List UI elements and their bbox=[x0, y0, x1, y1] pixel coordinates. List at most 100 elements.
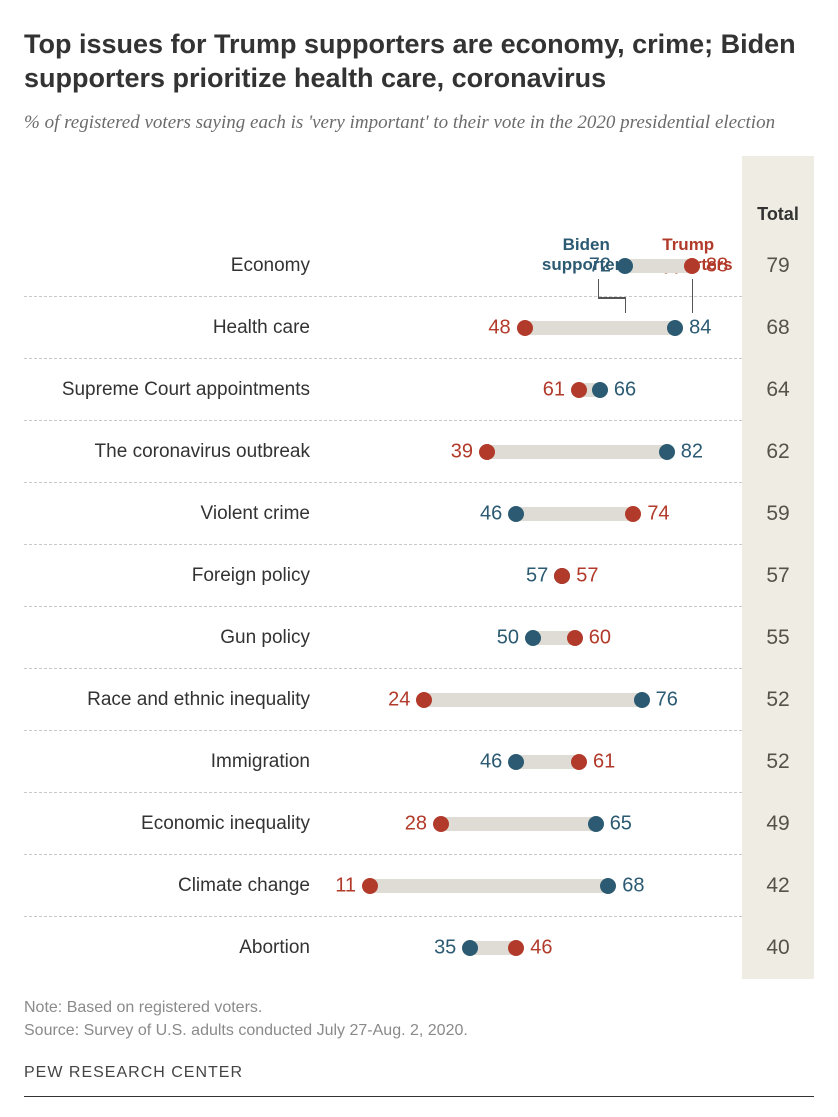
row-track bbox=[424, 693, 641, 707]
row-chart-area: 50 60 bbox=[324, 607, 742, 669]
biden-dot bbox=[659, 444, 675, 460]
row-total-value: 59 bbox=[742, 483, 814, 545]
biden-dot bbox=[588, 816, 604, 832]
row-label: The coronavirus outbreak bbox=[24, 421, 324, 483]
biden-dot bbox=[508, 754, 524, 770]
row-track bbox=[370, 879, 608, 893]
biden-dot bbox=[462, 940, 478, 956]
row-track bbox=[625, 259, 692, 273]
row-total-value: 57 bbox=[742, 545, 814, 607]
trump-dot bbox=[625, 506, 641, 522]
biden-dot bbox=[617, 258, 633, 274]
trump-value: 48 bbox=[488, 317, 510, 340]
footnotes: Note: Based on registered voters. Source… bbox=[24, 997, 814, 1042]
note-text: Note: Based on registered voters. bbox=[24, 997, 814, 1019]
row-track bbox=[487, 445, 667, 459]
row-chart-area: 84 48 bbox=[324, 297, 742, 359]
row-label: Abortion bbox=[24, 917, 324, 979]
biden-value: 57 bbox=[526, 565, 548, 588]
trump-value: 74 bbox=[647, 503, 669, 526]
row-chart-area: 57 57 bbox=[324, 545, 742, 607]
trump-dot bbox=[433, 816, 449, 832]
trump-dot bbox=[554, 568, 570, 584]
trump-dot bbox=[684, 258, 700, 274]
chart-row: Supreme Court appointments 66 61 64 bbox=[24, 359, 814, 421]
row-chart-area: 46 61 bbox=[324, 731, 742, 793]
row-total-value: 55 bbox=[742, 607, 814, 669]
biden-value: 65 bbox=[610, 813, 632, 836]
row-label: Health care bbox=[24, 297, 324, 359]
row-track bbox=[441, 817, 596, 831]
biden-value: 84 bbox=[689, 317, 711, 340]
row-label: Economic inequality bbox=[24, 793, 324, 855]
row-total-value: 64 bbox=[742, 359, 814, 421]
total-column-header: Total bbox=[742, 156, 814, 235]
brand-footer: PEW RESEARCH CENTER bbox=[24, 1064, 814, 1082]
row-chart-area: 76 24 bbox=[324, 669, 742, 731]
rows-container: Economy728879Health care844868Supreme Co… bbox=[24, 235, 814, 979]
chart-row: Immigration 46 61 52 bbox=[24, 731, 814, 793]
biden-value: 46 bbox=[480, 751, 502, 774]
biden-value: 82 bbox=[681, 441, 703, 464]
row-total-value: 68 bbox=[742, 297, 814, 359]
chart-row: Health care 84 48 68 bbox=[24, 297, 814, 359]
biden-dot bbox=[667, 320, 683, 336]
trump-value: 61 bbox=[593, 751, 615, 774]
row-chart-area: 66 61 bbox=[324, 359, 742, 421]
biden-value: 35 bbox=[434, 937, 456, 960]
biden-value: 76 bbox=[656, 689, 678, 712]
row-label: Supreme Court appointments bbox=[24, 359, 324, 421]
trump-value: 11 bbox=[335, 875, 356, 898]
trump-value: 88 bbox=[706, 255, 728, 278]
trump-value: 61 bbox=[543, 379, 565, 402]
chart-row: Gun policy 50 60 55 bbox=[24, 607, 814, 669]
row-total-value: 52 bbox=[742, 669, 814, 731]
row-label: Gun policy bbox=[24, 607, 324, 669]
trump-dot bbox=[479, 444, 495, 460]
trump-value: 28 bbox=[405, 813, 427, 836]
row-track bbox=[525, 321, 675, 335]
trump-value: 60 bbox=[589, 627, 611, 650]
biden-dot bbox=[508, 506, 524, 522]
biden-value: 68 bbox=[622, 875, 644, 898]
chart-title: Top issues for Trump supporters are econ… bbox=[24, 28, 814, 96]
chart-area: BidensupportersTrumpsupporters Total Eco… bbox=[24, 157, 814, 979]
biden-dot bbox=[634, 692, 650, 708]
row-label: Violent crime bbox=[24, 483, 324, 545]
row-label: Economy bbox=[24, 235, 324, 297]
trump-value: 57 bbox=[576, 565, 598, 588]
row-total-value: 79 bbox=[742, 235, 814, 297]
trump-value: 39 bbox=[451, 441, 473, 464]
trump-dot bbox=[517, 320, 533, 336]
row-total-value: 52 bbox=[742, 731, 814, 793]
trump-dot bbox=[416, 692, 432, 708]
row-label: Climate change bbox=[24, 855, 324, 917]
chart-row: Abortion354640 bbox=[24, 917, 814, 979]
row-label: Race and ethnic inequality bbox=[24, 669, 324, 731]
row-total-value: 62 bbox=[742, 421, 814, 483]
trump-value: 24 bbox=[388, 689, 410, 712]
chart-row: Foreign policy575757 bbox=[24, 545, 814, 607]
biden-value: 66 bbox=[614, 379, 636, 402]
chart-subtitle: % of registered voters saying each is 'v… bbox=[24, 110, 814, 136]
chart-row: The coronavirus outbreak 82 39 62 bbox=[24, 421, 814, 483]
row-chart-area: 65 28 bbox=[324, 793, 742, 855]
biden-dot bbox=[592, 382, 608, 398]
legend-row: BidensupportersTrumpsupporters Total bbox=[24, 157, 814, 235]
source-text: Source: Survey of U.S. adults conducted … bbox=[24, 1020, 814, 1042]
row-chart-area: 46 74 bbox=[324, 483, 742, 545]
chart-row: Race and ethnic inequality 76 24 52 bbox=[24, 669, 814, 731]
row-chart-area: 68 11 bbox=[324, 855, 742, 917]
chart-row: Economy 72 88 79 bbox=[24, 235, 814, 297]
row-chart-area: 3546 bbox=[324, 917, 742, 979]
row-total-value: 42 bbox=[742, 855, 814, 917]
trump-dot bbox=[362, 878, 378, 894]
chart-row: Climate change 68 11 42 bbox=[24, 855, 814, 917]
biden-value: 50 bbox=[497, 627, 519, 650]
row-label: Immigration bbox=[24, 731, 324, 793]
row-chart-area: 82 39 bbox=[324, 421, 742, 483]
chart-row: Economic inequality652849 bbox=[24, 793, 814, 855]
biden-value: 46 bbox=[480, 503, 502, 526]
trump-dot bbox=[508, 940, 524, 956]
biden-value: 72 bbox=[589, 255, 611, 278]
